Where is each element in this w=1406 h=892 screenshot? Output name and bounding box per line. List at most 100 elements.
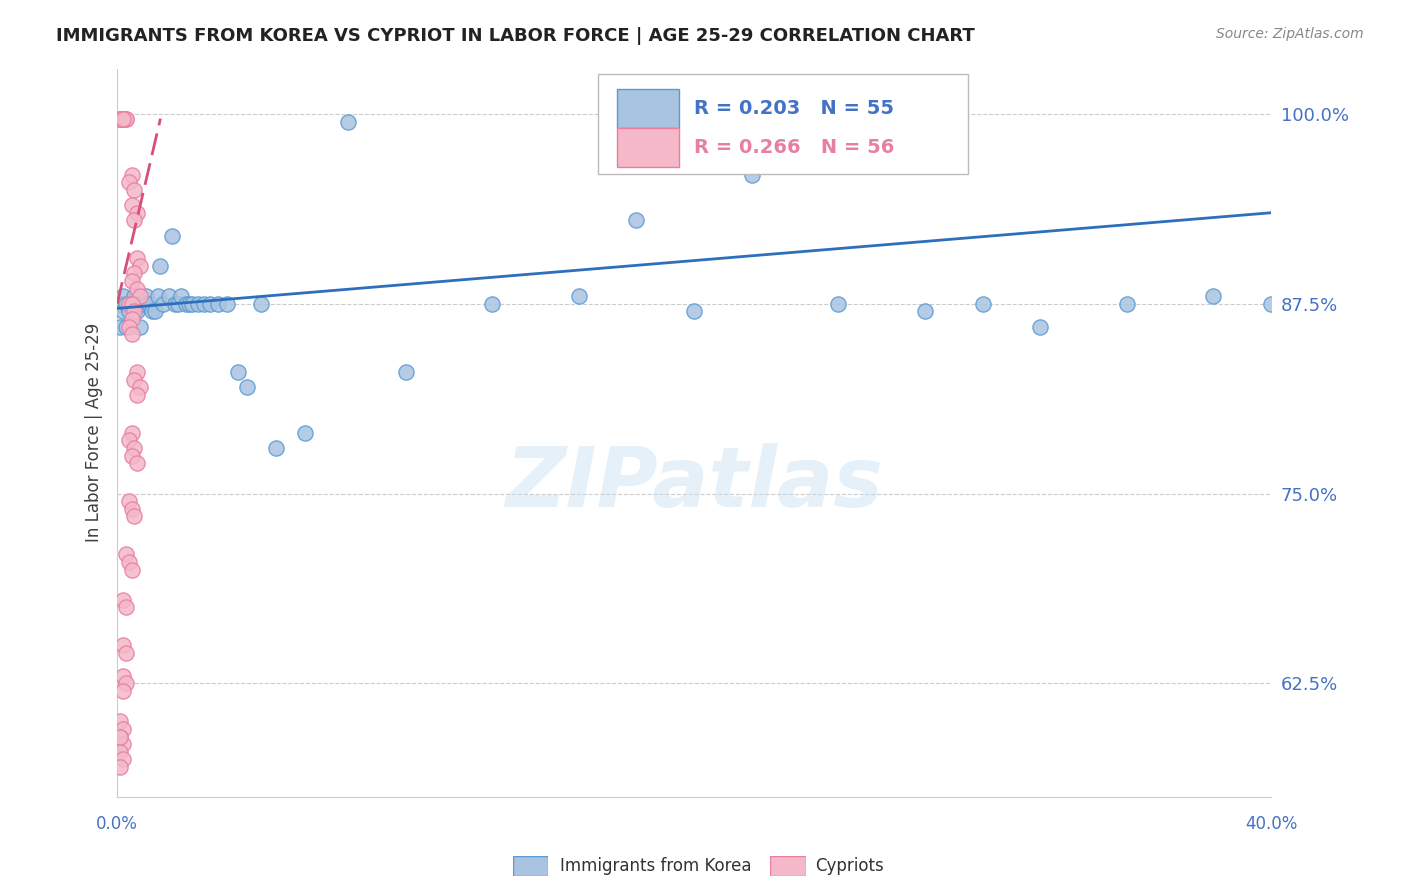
Text: Source: ZipAtlas.com: Source: ZipAtlas.com bbox=[1216, 27, 1364, 41]
Point bbox=[111, 289, 134, 303]
Point bbox=[129, 380, 152, 394]
Point bbox=[118, 555, 141, 569]
Point bbox=[121, 274, 143, 288]
Point bbox=[115, 319, 138, 334]
Point bbox=[111, 737, 134, 751]
Point bbox=[115, 646, 138, 660]
Point bbox=[111, 722, 134, 736]
Point bbox=[124, 304, 146, 318]
Point bbox=[111, 112, 134, 126]
Point bbox=[568, 289, 591, 303]
Point bbox=[108, 112, 131, 126]
Text: 40.0%: 40.0% bbox=[1244, 815, 1298, 833]
Point bbox=[207, 297, 229, 311]
Point bbox=[108, 112, 131, 126]
Y-axis label: In Labor Force | Age 25-29: In Labor Force | Age 25-29 bbox=[86, 323, 103, 542]
Point bbox=[626, 213, 648, 227]
Point bbox=[118, 304, 141, 318]
Point bbox=[741, 168, 763, 182]
Point bbox=[108, 297, 131, 311]
Point bbox=[157, 289, 180, 303]
Point bbox=[914, 304, 936, 318]
Point bbox=[336, 114, 359, 128]
Point bbox=[111, 112, 134, 126]
Point bbox=[124, 289, 146, 303]
Text: 0.0%: 0.0% bbox=[96, 815, 138, 833]
Text: Cypriots: Cypriots bbox=[815, 857, 884, 875]
Point bbox=[118, 494, 141, 508]
Point bbox=[121, 297, 143, 311]
Point bbox=[127, 388, 149, 402]
Text: R = 0.203   N = 55: R = 0.203 N = 55 bbox=[695, 99, 894, 118]
Point bbox=[108, 714, 131, 729]
Point bbox=[1260, 297, 1282, 311]
Point bbox=[127, 252, 149, 266]
Text: R = 0.266   N = 56: R = 0.266 N = 56 bbox=[695, 137, 894, 157]
Text: IMMIGRANTS FROM KOREA VS CYPRIOT IN LABOR FORCE | AGE 25-29 CORRELATION CHART: IMMIGRANTS FROM KOREA VS CYPRIOT IN LABO… bbox=[56, 27, 974, 45]
Point bbox=[179, 297, 201, 311]
Text: ZIPatlas: ZIPatlas bbox=[505, 443, 883, 524]
Point bbox=[166, 297, 188, 311]
Point bbox=[124, 509, 146, 524]
Point bbox=[124, 267, 146, 281]
Point bbox=[121, 562, 143, 576]
Point bbox=[108, 730, 131, 744]
FancyBboxPatch shape bbox=[617, 89, 679, 128]
Point bbox=[111, 684, 134, 698]
Point bbox=[111, 669, 134, 683]
Point bbox=[138, 297, 160, 311]
Point bbox=[129, 297, 152, 311]
Point bbox=[163, 297, 186, 311]
Point bbox=[127, 456, 149, 470]
Point bbox=[143, 304, 166, 318]
Point bbox=[169, 289, 191, 303]
Point bbox=[115, 547, 138, 561]
Point bbox=[127, 304, 149, 318]
Point bbox=[135, 297, 157, 311]
Point bbox=[124, 441, 146, 455]
FancyBboxPatch shape bbox=[617, 128, 679, 167]
Point bbox=[127, 206, 149, 220]
FancyBboxPatch shape bbox=[599, 74, 967, 174]
Point bbox=[121, 501, 143, 516]
Point bbox=[111, 639, 134, 653]
Point bbox=[115, 112, 138, 126]
Point bbox=[108, 297, 131, 311]
Point bbox=[1202, 289, 1225, 303]
Point bbox=[1115, 297, 1137, 311]
Point bbox=[129, 289, 152, 303]
Point bbox=[146, 289, 169, 303]
Point bbox=[198, 297, 221, 311]
Point bbox=[115, 600, 138, 615]
Point bbox=[481, 297, 503, 311]
Point bbox=[115, 112, 138, 126]
Point bbox=[111, 304, 134, 318]
Point bbox=[121, 297, 143, 311]
Point bbox=[121, 168, 143, 182]
Point bbox=[395, 365, 418, 379]
Point bbox=[294, 425, 316, 440]
Point bbox=[176, 297, 198, 311]
Point bbox=[129, 319, 152, 334]
Point bbox=[129, 259, 152, 273]
Point bbox=[250, 297, 273, 311]
Point bbox=[132, 297, 155, 311]
Point bbox=[827, 297, 849, 311]
Point bbox=[160, 228, 183, 243]
Point bbox=[141, 304, 163, 318]
Point bbox=[135, 289, 157, 303]
Point bbox=[118, 175, 141, 189]
Point bbox=[124, 373, 146, 387]
Point bbox=[124, 213, 146, 227]
Point bbox=[108, 112, 131, 126]
Point bbox=[121, 312, 143, 326]
Point bbox=[118, 319, 141, 334]
Point bbox=[111, 112, 134, 126]
Point bbox=[228, 365, 250, 379]
Point bbox=[111, 593, 134, 607]
Point bbox=[108, 745, 131, 759]
Point bbox=[115, 676, 138, 690]
Point bbox=[121, 449, 143, 463]
Point bbox=[264, 441, 287, 455]
Point bbox=[127, 365, 149, 379]
